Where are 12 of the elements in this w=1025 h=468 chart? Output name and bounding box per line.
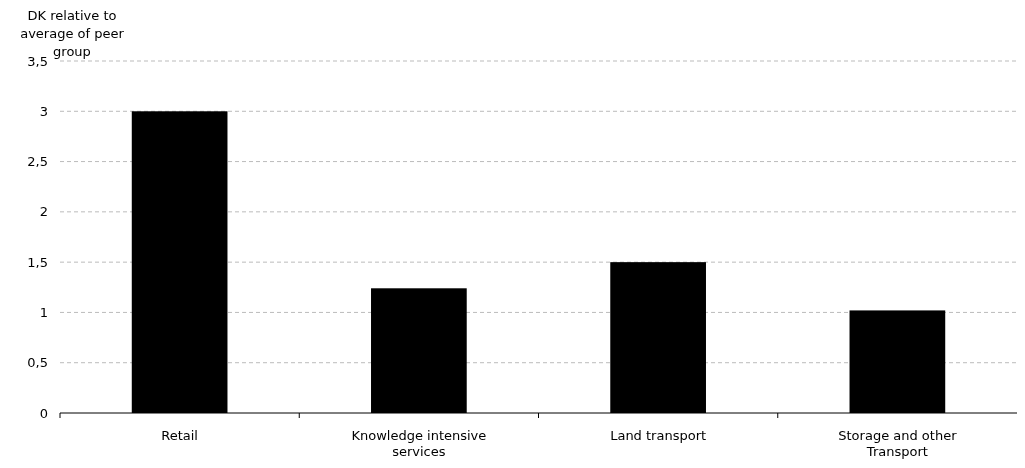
y-tick-label: 1,5	[27, 254, 48, 270]
x-tick-label: Retail	[161, 428, 198, 443]
x-tick-label: Land transport	[610, 428, 707, 443]
y-tick-label: 0,5	[27, 355, 48, 371]
x-tick-label: Knowledge intensive services	[351, 428, 487, 459]
y-tick-label: 2	[39, 204, 48, 220]
y-tick-label: 2,5	[27, 154, 48, 170]
x-tick-label: Storage and other Transport	[838, 428, 958, 459]
y-tick-label: 3	[39, 103, 48, 119]
y-tick-label: 1	[39, 304, 48, 320]
y-tick-label: 3,5	[27, 53, 48, 69]
y-tick-label: 0	[39, 405, 48, 421]
